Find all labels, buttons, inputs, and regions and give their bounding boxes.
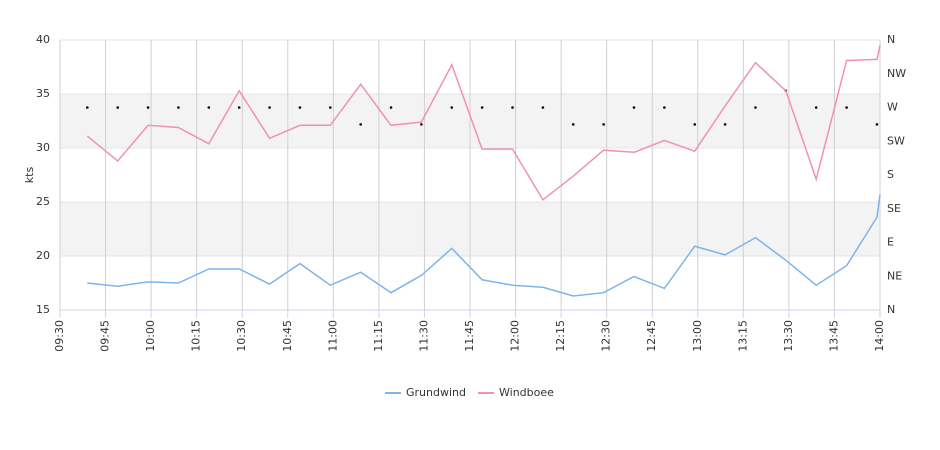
x-tick-label: 11:45	[463, 320, 476, 352]
x-tick-label: 12:00	[509, 320, 522, 352]
direction-dot	[328, 106, 332, 109]
direction-dot	[177, 106, 180, 109]
direction-dot	[86, 106, 89, 109]
direction-dot	[814, 106, 818, 109]
x-tick-label: 10:00	[144, 320, 157, 352]
x-tick-label: 13:30	[782, 320, 795, 352]
direction-dot	[754, 106, 757, 109]
direction-dot	[298, 106, 302, 109]
direction-dot	[146, 106, 150, 109]
direction-dot	[480, 106, 484, 109]
direction-dot	[420, 123, 423, 126]
x-tick-label: 09:30	[53, 320, 66, 352]
direction-dot	[268, 106, 271, 109]
y2-tick-label: E	[887, 236, 894, 249]
legend-item: Windboee	[478, 386, 554, 399]
y2-tick-label: SE	[887, 202, 901, 215]
direction-dot	[389, 106, 393, 109]
y2-tick-label: W	[887, 101, 898, 114]
x-tick-label: 11:15	[372, 320, 385, 352]
direction-dot	[602, 123, 605, 126]
x-tick-label: 12:30	[600, 320, 613, 352]
direction-dot	[511, 106, 514, 109]
x-tick-label: 12:45	[645, 320, 658, 352]
y2-tick-label: S	[887, 168, 894, 181]
x-tick-label: 13:15	[736, 320, 749, 352]
x-tick-label: 11:30	[417, 320, 430, 352]
direction-dot	[693, 123, 697, 126]
direction-dot	[723, 123, 727, 126]
direction-dot	[237, 106, 241, 109]
y-tick-label: 20	[36, 249, 50, 262]
direction-dot	[663, 106, 666, 109]
y2-tick-label: N	[887, 303, 895, 316]
y-tick-label: 30	[36, 141, 50, 154]
y-axis-label: kts	[23, 167, 36, 184]
y-tick-label: 25	[36, 195, 50, 208]
legend-label: Windboee	[499, 386, 554, 399]
x-tick-label: 13:45	[827, 320, 840, 352]
direction-dot	[207, 106, 211, 109]
x-tick-label: 12:15	[554, 320, 567, 352]
direction-dot	[632, 106, 636, 109]
direction-dot	[359, 123, 362, 126]
x-tick-label: 10:45	[281, 320, 294, 352]
x-tick-label: 11:00	[326, 320, 339, 352]
direction-dot	[541, 106, 545, 109]
y2-tick-label: N	[887, 33, 895, 46]
y-tick-label: 40	[36, 33, 50, 46]
direction-dot	[571, 123, 575, 126]
y2-tick-label: SW	[887, 134, 905, 147]
x-tick-label: 10:15	[190, 320, 203, 352]
x-tick-label: 14:00	[873, 320, 886, 352]
x-tick-label: 09:45	[99, 320, 112, 352]
direction-dot	[116, 106, 120, 109]
y2-tick-label: NE	[887, 269, 902, 282]
y2-tick-label: NW	[887, 67, 906, 80]
direction-dot	[450, 106, 454, 109]
direction-dot	[875, 123, 879, 126]
x-tick-label: 13:00	[691, 320, 704, 352]
direction-dot	[845, 106, 848, 109]
x-tick-label: 10:30	[235, 320, 248, 352]
y-tick-label: 15	[36, 303, 50, 316]
series-line	[86, 45, 881, 201]
series-line	[87, 194, 881, 297]
legend-label: Grundwind	[406, 386, 466, 399]
legend-item: Grundwind	[385, 386, 466, 399]
y-tick-label: 35	[36, 87, 50, 100]
